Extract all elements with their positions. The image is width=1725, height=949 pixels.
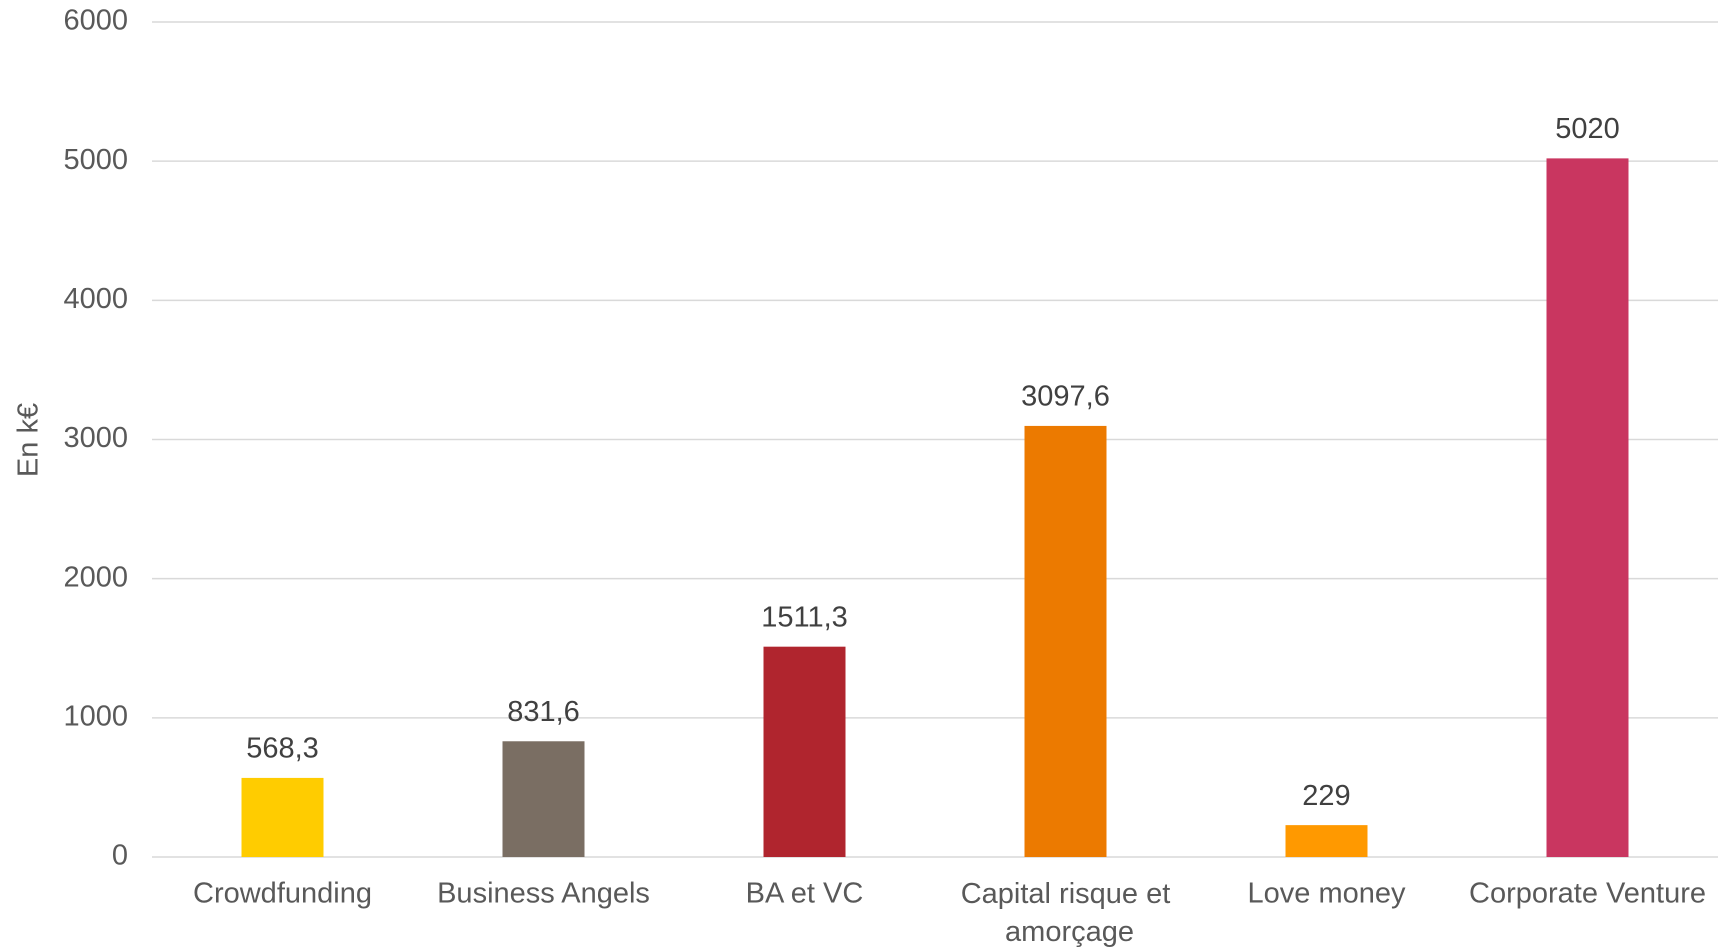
y-tick-label: 2000 xyxy=(63,561,128,593)
value-label: 5020 xyxy=(1555,113,1620,145)
x-tick-label: Crowdfunding xyxy=(193,878,372,910)
y-tick-label: 3000 xyxy=(63,422,128,454)
value-label: 1511,3 xyxy=(761,601,848,633)
x-tick-label: Love money xyxy=(1248,878,1406,910)
y-tick-label: 1000 xyxy=(63,700,128,732)
x-tick-label: Corporate Venture xyxy=(1469,878,1706,910)
bar xyxy=(1285,825,1368,857)
value-label: 3097,6 xyxy=(1021,381,1110,413)
bar xyxy=(1024,425,1107,857)
y-axis-title: En k€ xyxy=(13,403,45,477)
x-tick-label: BA et VC xyxy=(746,878,864,910)
value-label: 568,3 xyxy=(246,733,319,765)
y-tick-label: 5000 xyxy=(63,144,128,176)
x-tick-label: Capital risque et amorçage xyxy=(961,878,1171,948)
bar xyxy=(763,646,846,857)
y-tick-label: 0 xyxy=(112,840,128,872)
bar xyxy=(1546,158,1629,858)
y-tick-label: 6000 xyxy=(63,5,128,37)
bar xyxy=(502,741,585,857)
bar xyxy=(241,777,324,857)
value-label: 831,6 xyxy=(507,696,580,728)
x-tick-label: Business Angels xyxy=(437,878,650,910)
y-tick-label: 4000 xyxy=(63,283,128,315)
value-label: 229 xyxy=(1302,780,1350,812)
